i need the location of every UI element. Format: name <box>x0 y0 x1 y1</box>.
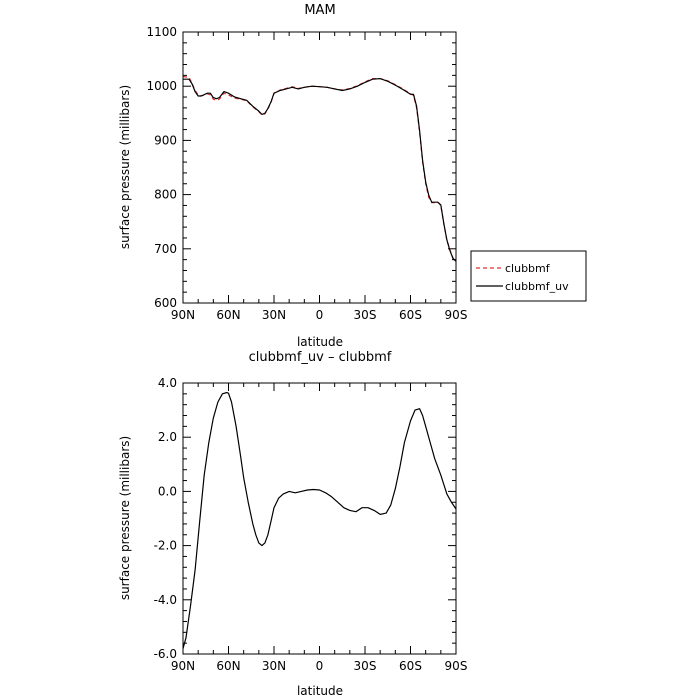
y-axis-title: surface pressure (millibars) <box>118 85 132 249</box>
x-tick-label: 60N <box>216 659 240 673</box>
y-tick-label: 600 <box>154 296 177 310</box>
y-tick-label: 0.0 <box>158 484 177 498</box>
y-tick-label: 4.0 <box>158 376 177 390</box>
x-tick-label: 90N <box>171 308 195 322</box>
y-tick-label: 900 <box>154 133 177 147</box>
chart-title: clubbmf_uv – clubbmf <box>249 350 392 365</box>
panel-top-chart: MAM surface pressure (millibars) latitud… <box>118 3 467 349</box>
x-tick-label: 60N <box>216 308 240 322</box>
y-tick-label: 2.0 <box>158 430 177 444</box>
series-group <box>182 391 457 649</box>
x-tick-label: 90S <box>445 659 468 673</box>
y-tick-label: -4.0 <box>154 593 177 607</box>
tick-marks <box>182 382 457 655</box>
x-tick-label: 30N <box>262 308 286 322</box>
y-tick-label: -6.0 <box>154 647 177 661</box>
series-line-clubbmf <box>182 75 457 262</box>
y-tick-label: 1000 <box>146 79 177 93</box>
x-tick-label: 90S <box>445 308 468 322</box>
x-tick-label: 30S <box>354 308 377 322</box>
tick-labels: 90N 60N 30N 0 30S 60S 90S -6.0 -4.0 -2.0 0.0 2.0 4.0 <box>154 376 468 673</box>
x-axis-title: latitude <box>297 684 343 698</box>
y-tick-label: 700 <box>154 242 177 256</box>
series-group <box>182 75 457 262</box>
tick-labels: 90N 60N 30N 0 30S 60S 90S 600 700 800 900 1000 1100 <box>146 25 467 322</box>
x-axis-title: latitude <box>297 335 343 349</box>
y-axis-title: surface pressure (millibars) <box>118 436 132 600</box>
legend-label-clubbmf-uv: clubbmf_uv <box>505 280 569 293</box>
chart-title: MAM <box>304 3 335 18</box>
x-tick-label: 60S <box>399 308 422 322</box>
x-tick-label: 30N <box>262 659 286 673</box>
x-tick-label: 0 <box>316 308 324 322</box>
y-tick-label: 1100 <box>146 25 177 39</box>
x-tick-label: 30S <box>354 659 377 673</box>
plot-frame <box>182 382 457 655</box>
x-tick-label: 0 <box>316 659 324 673</box>
plot-frame <box>182 31 457 304</box>
series-line-clubbmf_uv <box>183 77 457 262</box>
x-tick-label: 60S <box>399 659 422 673</box>
series-line-series-0 <box>182 391 457 649</box>
legend-label-clubbmf: clubbmf <box>505 262 551 275</box>
panel-bottom-chart: clubbmf_uv – clubbmf surface pressure (m… <box>118 350 467 698</box>
legend: clubbmf clubbmf_uv <box>470 250 587 302</box>
y-tick-label: -2.0 <box>154 539 177 553</box>
tick-marks <box>182 31 457 304</box>
x-tick-label: 90N <box>171 659 195 673</box>
legend-box <box>470 250 587 302</box>
y-tick-label: 800 <box>154 188 177 202</box>
